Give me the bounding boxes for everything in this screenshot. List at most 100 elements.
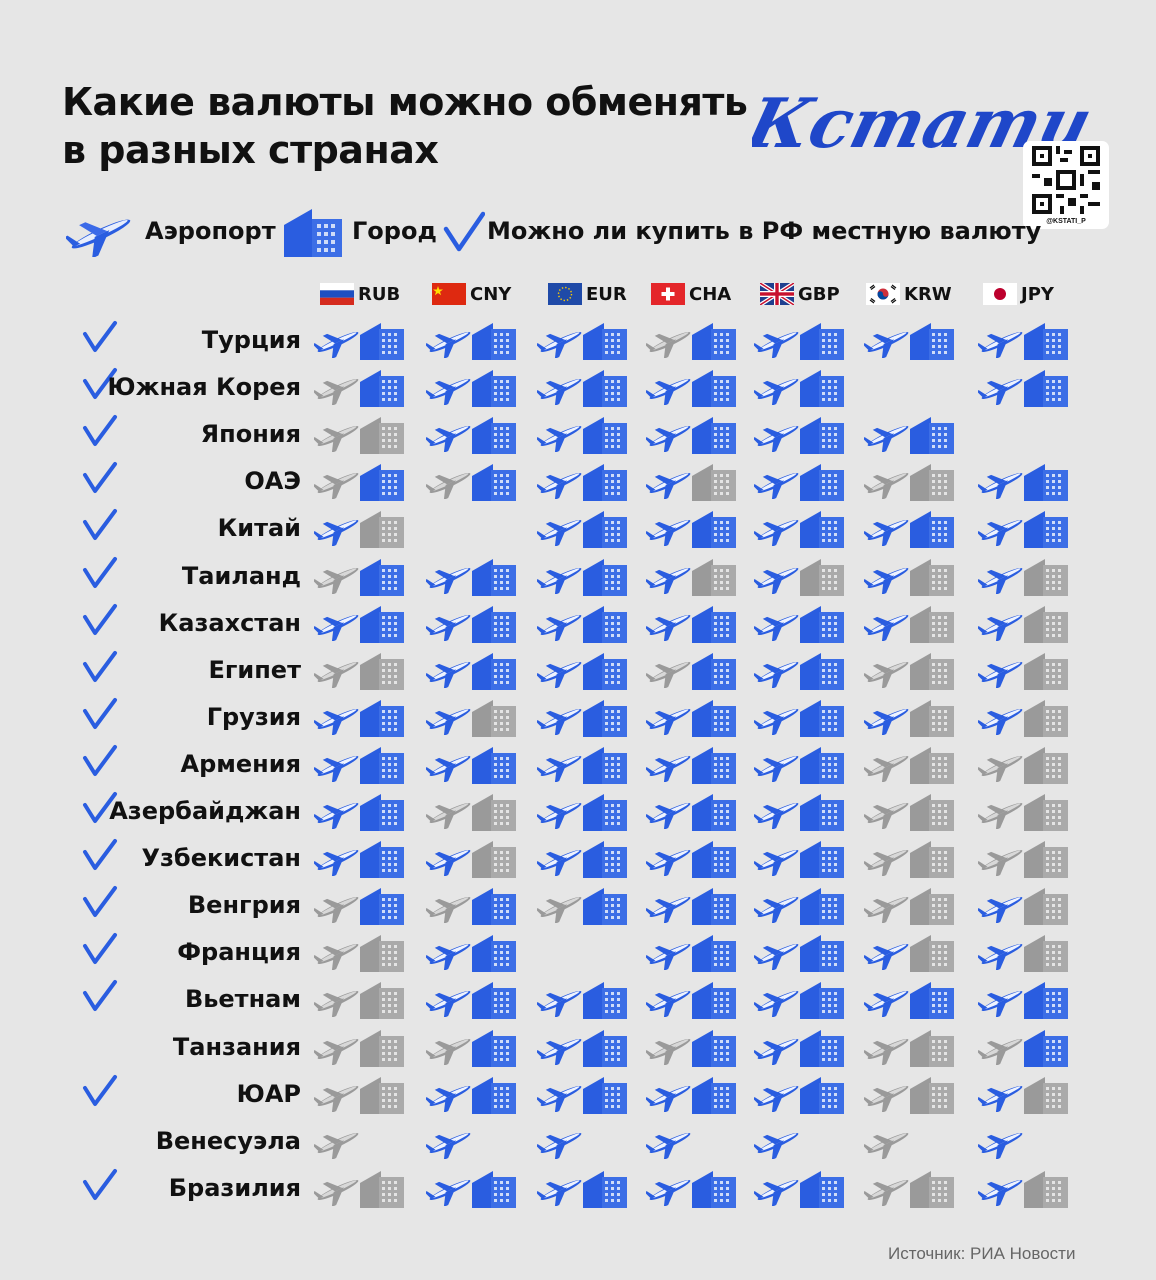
airport-icon (537, 614, 582, 641)
exchange-cell-eur (537, 650, 629, 692)
city-icon (800, 888, 844, 926)
airport-icon (864, 1132, 909, 1159)
country-name: Китай (217, 514, 301, 543)
currency-rub: RUB (320, 280, 400, 308)
airport-icon (754, 614, 799, 641)
airport-icon (754, 850, 799, 877)
airport-icon (314, 708, 359, 735)
currency-label: GBP (798, 283, 840, 305)
airport-icon (978, 1132, 1023, 1159)
airport-icon (537, 802, 582, 829)
city-icon (800, 652, 844, 690)
airport-icon (646, 520, 691, 547)
legend-airport-label: Аэропорт (145, 217, 276, 245)
country-name: Франция (177, 938, 301, 967)
airport-icon (864, 850, 909, 877)
city-icon (692, 1076, 736, 1114)
city-icon (583, 982, 627, 1020)
exchange-cell-eur (537, 697, 629, 739)
city-icon (583, 558, 627, 596)
airport-icon (646, 331, 691, 358)
airport-icon (646, 991, 691, 1018)
airport-icon (537, 1132, 582, 1159)
airport-icon (537, 991, 582, 1018)
airport-icon (646, 1132, 691, 1159)
city-icon (472, 605, 516, 643)
check-icon (83, 462, 117, 494)
exchange-cell-gbp (754, 508, 846, 550)
city-icon (1024, 652, 1068, 690)
city-icon (800, 746, 844, 784)
city-icon (472, 841, 516, 879)
currency-label: RUB (358, 283, 401, 305)
city-icon (472, 323, 516, 360)
city-icon (910, 605, 954, 643)
airport-icon (864, 944, 909, 971)
airport-icon (754, 1179, 799, 1206)
exchange-cell-gbp (754, 838, 846, 880)
exchange-cell-jpy (978, 885, 1070, 927)
airport-icon (314, 991, 359, 1018)
airport-icon (754, 897, 799, 924)
exchange-cell-eur (537, 932, 629, 974)
exchange-cell-rub (314, 885, 406, 927)
city-icon (1024, 323, 1068, 360)
exchange-cell-gbp (754, 320, 846, 362)
city-icon (360, 1076, 404, 1114)
city-icon (583, 888, 627, 926)
exchange-cell-rub (314, 697, 406, 739)
city-icon (583, 605, 627, 643)
exchange-cell-rub (314, 367, 406, 409)
exchange-cell-cny (426, 367, 518, 409)
airport-icon (537, 1179, 582, 1206)
airport-icon (426, 802, 471, 829)
exchange-cell-gbp (754, 556, 846, 598)
city-icon (1024, 841, 1068, 879)
country-row: Таиланд (0, 554, 1156, 600)
exchange-cell-eur (537, 603, 629, 645)
city-icon (910, 1029, 954, 1067)
exchange-cell-jpy (978, 1074, 1070, 1116)
airport-icon (864, 614, 909, 641)
country-name: Венесуэла (155, 1126, 301, 1155)
exchange-cell-rub (314, 414, 406, 456)
exchange-cell-krw (864, 508, 956, 550)
exchange-cell-cha (646, 697, 738, 739)
airport-icon (864, 473, 909, 500)
exchange-cell-jpy (978, 414, 1070, 456)
city-icon (1024, 464, 1068, 502)
city-icon (692, 511, 736, 549)
city-icon (800, 935, 844, 973)
city-icon (360, 464, 404, 502)
city-icon (472, 1170, 516, 1208)
exchange-cell-rub (314, 791, 406, 833)
city-icon (583, 417, 627, 455)
exchange-cell-rub (314, 979, 406, 1021)
airport-icon (754, 379, 799, 406)
city-icon (910, 699, 954, 737)
currency-eur: EUR (548, 280, 627, 308)
exchange-cell-krw (864, 838, 956, 880)
country-row: Грузия (0, 695, 1156, 741)
check-icon (443, 211, 485, 252)
exchange-cell-cny (426, 791, 518, 833)
exchange-cell-gbp (754, 367, 846, 409)
exchange-cell-gbp (754, 932, 846, 974)
flag-uk-icon (760, 283, 794, 305)
airport-icon (426, 426, 471, 453)
city-icon (583, 464, 627, 502)
qr-code[interactable]: @KSTATI_P (1023, 141, 1109, 229)
exchange-cell-cha (646, 1027, 738, 1069)
city-icon (360, 699, 404, 737)
airport-icon (978, 661, 1023, 688)
qr-pattern-icon (1032, 146, 1100, 214)
city-icon (910, 652, 954, 690)
exchange-cell-krw (864, 1121, 956, 1163)
airport-icon (537, 661, 582, 688)
city-icon (583, 1029, 627, 1067)
airport-icon (754, 944, 799, 971)
city-icon (360, 841, 404, 879)
exchange-cell-jpy (978, 1027, 1070, 1069)
city-icon (284, 209, 342, 257)
exchange-cell-cha (646, 932, 738, 974)
